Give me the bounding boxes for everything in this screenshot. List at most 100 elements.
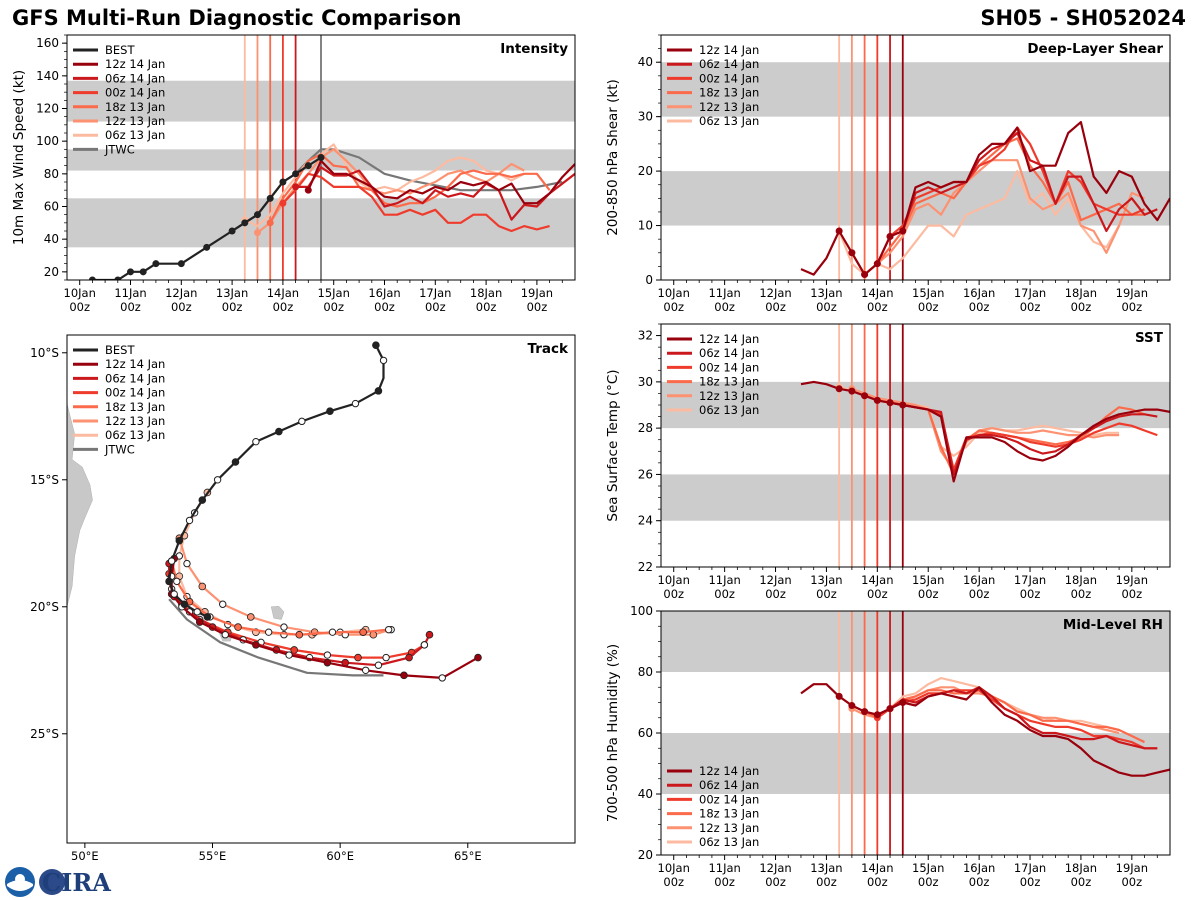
x-tick-label: 19Jan 00z <box>521 286 553 314</box>
y-axis-label: 10m Max Wind Speed (kt) <box>11 70 27 245</box>
point-18z-13-jan <box>266 219 274 227</box>
point-12z-14-jan <box>861 271 869 279</box>
x-tick-label: 17Jan 00z <box>1014 861 1046 889</box>
x-tick-label: 14Jan 00z <box>267 286 299 314</box>
y-tick-label: 24 <box>638 514 653 528</box>
y-tick-label: 40 <box>638 787 653 801</box>
x-tick-label-line: 00z <box>816 300 837 314</box>
noaa-logo <box>5 867 35 897</box>
track-point-best <box>175 536 184 545</box>
x-tick-label-line: 11Jan <box>708 573 740 587</box>
track-point-00z-14-jan <box>354 653 362 662</box>
legend-label-06z-14-jan: 06z 14 Jan <box>105 371 165 385</box>
series-line-jtwc <box>168 598 384 677</box>
legend-label-06z-13-jan: 06z 13 Jan <box>105 128 165 142</box>
x-tick-label-line: 00z <box>816 587 837 601</box>
x-tick-label: 12Jan 00z <box>759 861 791 889</box>
x-tick-label-line: 14Jan <box>861 861 893 875</box>
y-tick-label: 25°S <box>30 727 59 741</box>
y-tick-label: 10°S <box>30 346 59 360</box>
track-point-00z-14-jan <box>290 646 298 654</box>
x-tick-label-line: 00z <box>969 587 990 601</box>
series-line-06z-14-jan <box>295 166 575 221</box>
point-12z-14-jan <box>835 227 843 235</box>
series-line-06z-14-jan <box>889 401 1158 476</box>
track-point-best <box>185 516 194 525</box>
track-point-18z-13-jan <box>234 623 242 631</box>
track-point-best <box>252 437 260 446</box>
plot-area <box>661 35 1170 280</box>
x-tick-label-line: 00z <box>273 300 294 314</box>
point-12z-14-jan <box>873 396 881 404</box>
point-12z-14-jan <box>848 702 856 710</box>
panel-title: Mid-Level RH <box>1063 617 1163 633</box>
x-tick-label: 16Jan 00z <box>963 286 995 314</box>
x-tick-label-line: 18Jan <box>1065 573 1097 587</box>
track-point-12z-14-jan <box>400 671 408 680</box>
x-tick-label: 11Jan 00z <box>114 286 146 314</box>
x-tick-label-line: 00z <box>663 587 684 601</box>
land-mauritius <box>270 606 285 620</box>
track-point-best <box>231 458 240 466</box>
track-point-best <box>180 600 189 609</box>
y-axis-label: 700-500 hPa Humidity (%) <box>605 644 621 822</box>
point-12z-14-jan <box>835 385 843 393</box>
series-line-18z-13-jan <box>269 153 551 224</box>
x-tick-label-line: 00z <box>765 300 786 314</box>
legend-label-12z-13-jan: 12z 13 Jan <box>699 389 759 403</box>
x-tick-label: 15Jan 00z <box>912 286 944 314</box>
point-best <box>152 260 160 268</box>
legend-label-18z-13-jan: 18z 13 Jan <box>105 400 165 414</box>
x-tick-label-line: 10Jan <box>658 286 690 300</box>
series-line-12z-13-jan <box>850 159 1145 276</box>
track-point-12z-14-jan <box>474 653 482 662</box>
x-tick-label-line: 00z <box>714 587 735 601</box>
legend-label-06z-14-jan: 06z 14 Jan <box>105 71 165 85</box>
x-tick-label-line: 14Jan <box>861 573 893 587</box>
track-point-12z-14-jan <box>285 651 293 659</box>
series-line-00z-14-jan <box>282 172 550 233</box>
legend-label-06z-13-jan: 06z 13 Jan <box>699 835 759 849</box>
x-tick-label-line: 60°E <box>326 849 354 863</box>
storm-id-title: SH05 - SH052024 <box>980 6 1186 30</box>
x-tick-label: 65°E <box>454 849 482 863</box>
x-tick-label: 19Jan 00z <box>1116 286 1148 314</box>
x-tick-label-line: 12Jan <box>759 286 791 300</box>
track-point-best <box>298 417 306 426</box>
x-tick-label: 12Jan 00z <box>165 286 197 314</box>
track-point-06z-14-jan <box>420 641 429 649</box>
x-tick-label-line: 11Jan <box>708 861 740 875</box>
y-tick-label: 20°S <box>30 600 59 614</box>
point-12z-14-jan <box>861 708 869 716</box>
x-tick-label-line: 19Jan <box>1116 861 1148 875</box>
x-tick-label-line: 12Jan <box>165 286 197 300</box>
legend-label-12z-14-jan: 12z 14 Jan <box>105 357 165 371</box>
y-tick-label: 30 <box>638 110 653 124</box>
y-tick-label: 60 <box>44 200 59 214</box>
legend-label-00z-14-jan: 00z 14 Jan <box>105 86 165 100</box>
x-tick-label-line: 00z <box>323 300 344 314</box>
y-tick-label: 15°S <box>30 473 59 487</box>
y-tick-label: 20 <box>638 848 653 862</box>
x-tick-label-line: 00z <box>765 587 786 601</box>
legend-label-06z-14-jan: 06z 14 Jan <box>699 778 759 792</box>
legend-label-18z-13-jan: 18z 13 Jan <box>699 807 759 821</box>
x-tick-label-line: 17Jan <box>1014 286 1046 300</box>
x-tick-label-line: 19Jan <box>521 286 553 300</box>
legend-label-12z-13-jan: 12z 13 Jan <box>105 414 165 428</box>
cira-logo: CIRA <box>39 868 111 897</box>
legend-label-12z-13-jan: 12z 13 Jan <box>699 100 759 114</box>
track-point-best <box>165 577 173 586</box>
shaded-band-1 <box>661 62 1170 117</box>
y-tick-label: 100 <box>36 134 59 148</box>
track-point-12z-13-jan <box>183 559 191 568</box>
series-line-12z-13-jan <box>851 387 1120 471</box>
track-point-12z-14-jan <box>438 674 446 682</box>
x-tick-label-line: 15Jan <box>912 573 944 587</box>
track-point-18z-13-jan <box>173 577 181 586</box>
legend-label-00z-14-jan: 00z 14 Jan <box>105 386 165 400</box>
